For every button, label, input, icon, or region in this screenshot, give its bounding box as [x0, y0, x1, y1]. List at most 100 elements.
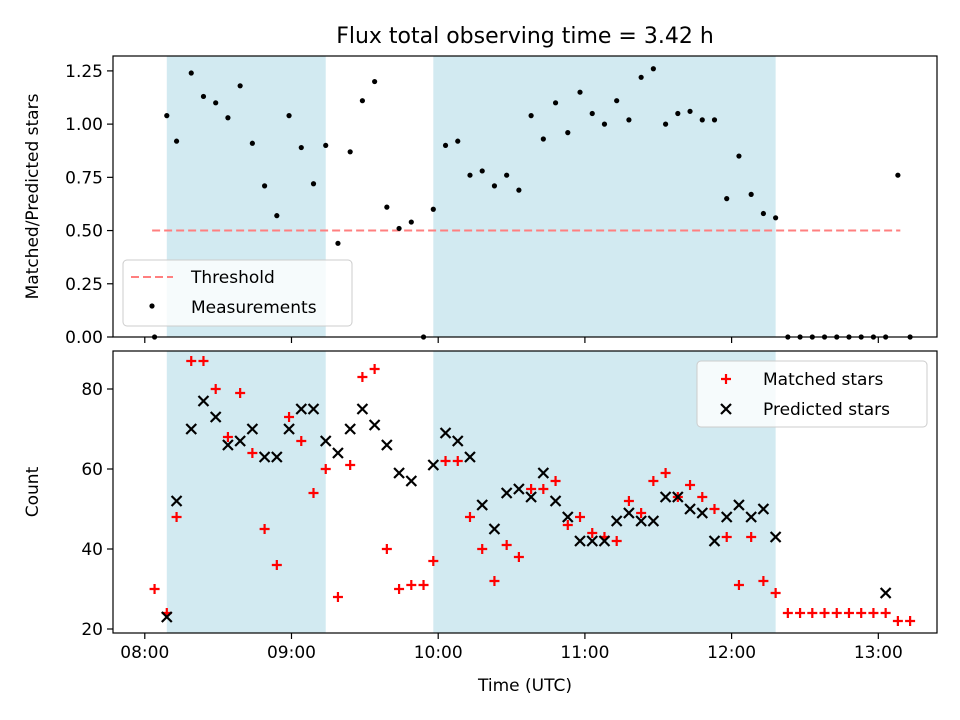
predicted-point — [562, 511, 574, 523]
measurement-point — [384, 204, 390, 210]
measurement-point — [335, 240, 341, 246]
matched-point — [697, 492, 708, 502]
predicted-point — [427, 459, 440, 471]
matched-point — [685, 480, 696, 490]
measurement-point — [261, 183, 268, 189]
measurement-point — [528, 113, 534, 119]
predicted-point — [451, 435, 464, 447]
matched-point — [795, 608, 806, 618]
y-tick-label: 20 — [81, 620, 103, 640]
matched-point — [746, 532, 757, 542]
y-tick-label: 0.00 — [65, 328, 103, 348]
predicted-point — [720, 511, 733, 523]
measurement-point — [650, 66, 656, 72]
predicted-point — [344, 423, 356, 435]
matched-point — [171, 512, 182, 522]
measurement-point — [408, 219, 414, 225]
matched-point — [550, 476, 561, 486]
measurement-point — [225, 115, 231, 121]
matched-point — [369, 364, 380, 374]
legend-predicted-label: Predicted stars — [763, 400, 890, 420]
matched-point — [880, 608, 891, 618]
measurement-point — [760, 210, 766, 217]
predicted-point — [295, 403, 308, 415]
measurement-point — [173, 138, 180, 144]
predicted-point — [623, 507, 635, 519]
predicted-point — [610, 515, 623, 527]
measurement-point — [396, 225, 402, 232]
y-tick-label: 0.75 — [65, 168, 103, 188]
y-tick-label: 0.50 — [65, 222, 103, 242]
y-axis-label: Count — [23, 466, 43, 517]
measurement-point — [577, 89, 583, 95]
predicted-point — [684, 503, 696, 515]
measurement-point — [298, 144, 304, 151]
x-tick-label: 10:00 — [414, 643, 463, 663]
y-tick-label: 80 — [81, 380, 103, 400]
predicted-point — [635, 515, 647, 527]
matched-point — [538, 484, 549, 494]
predicted-point — [598, 535, 611, 547]
matched-point — [758, 576, 769, 586]
predicted-point — [283, 423, 295, 435]
measurement-point — [200, 93, 207, 100]
measurement-point — [895, 172, 901, 178]
predicted-point — [381, 439, 393, 451]
predicted-point — [332, 447, 344, 459]
matched-point — [733, 580, 744, 590]
legend-measurement-swatch — [149, 303, 155, 309]
matched-point — [235, 388, 246, 398]
matched-point — [345, 460, 356, 470]
matched-point — [247, 448, 258, 458]
predicted-point — [170, 495, 183, 507]
measurement-point — [430, 206, 436, 212]
matched-point — [513, 552, 524, 562]
measurement-point — [626, 117, 632, 123]
predicted-point — [696, 507, 709, 519]
axes-frame — [112, 350, 938, 634]
predicted-point — [745, 511, 757, 523]
predicted-point — [222, 439, 234, 451]
legend-measurement-label: Measurements — [191, 298, 317, 318]
measurement-point — [687, 108, 693, 114]
x-tick-label: 12:00 — [707, 643, 756, 663]
predicted-point — [185, 423, 198, 435]
y-tick-label: 1.25 — [65, 62, 103, 82]
predicted-point — [464, 451, 476, 463]
measurement-point — [467, 172, 473, 178]
y-tick-label: 1.00 — [65, 115, 103, 135]
matched-point — [526, 484, 537, 494]
predicted-point — [393, 467, 405, 479]
matched-point — [271, 560, 282, 570]
measurement-point — [711, 117, 718, 123]
measurement-point — [601, 121, 608, 127]
measurement-point — [491, 183, 498, 189]
predicted-point — [879, 587, 892, 599]
measurement-point — [699, 117, 705, 123]
matched-point — [198, 356, 209, 366]
matched-point — [623, 496, 634, 506]
x-tick-label: 11:00 — [560, 643, 609, 663]
matched-point — [440, 456, 451, 466]
matched-point — [489, 576, 500, 586]
matched-point — [721, 532, 732, 542]
predicted-point — [405, 475, 418, 487]
measurement-point — [724, 196, 730, 202]
matched-point — [868, 608, 879, 618]
predicted-point — [258, 451, 271, 463]
matched-point — [296, 436, 307, 446]
matched-point — [611, 536, 622, 546]
matched-point — [464, 512, 475, 522]
predicted-point — [439, 427, 452, 439]
predicted-point — [537, 467, 550, 479]
measurement-point — [479, 168, 485, 174]
matched-point — [418, 580, 429, 590]
measurement-point — [442, 142, 449, 149]
matched-point — [357, 372, 368, 382]
matched-point — [501, 540, 512, 550]
predicted-point — [733, 499, 745, 511]
matched-point — [186, 356, 197, 366]
matched-point — [381, 544, 392, 554]
predicted-point — [757, 503, 770, 515]
